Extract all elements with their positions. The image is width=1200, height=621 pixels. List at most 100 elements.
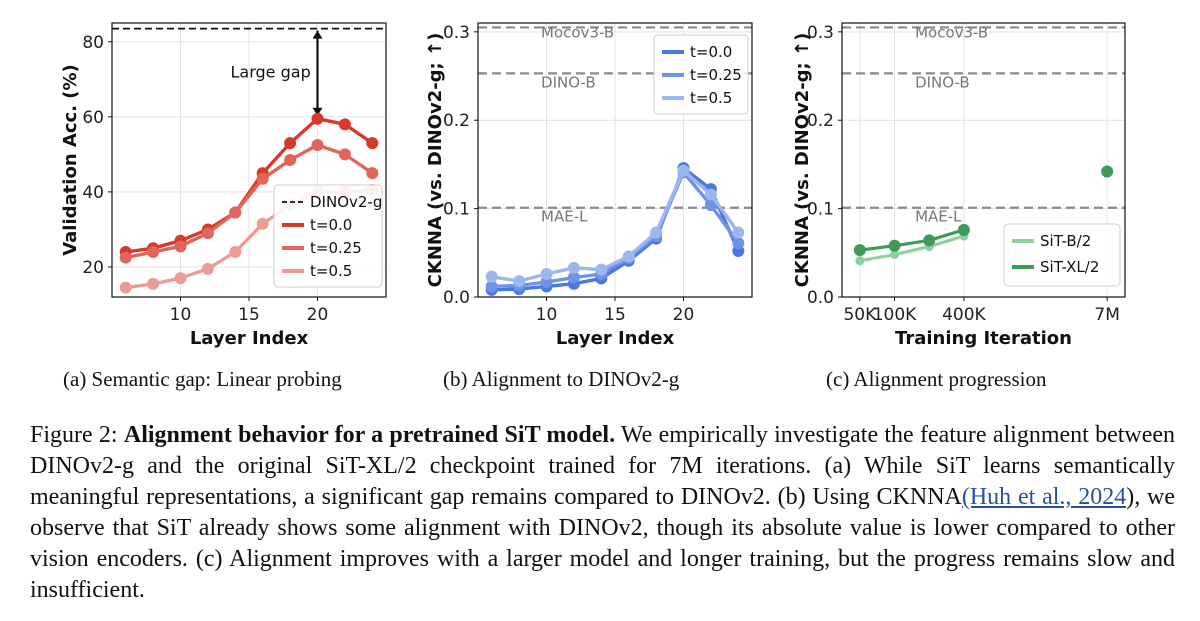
- data-point: [256, 217, 269, 230]
- reference-label: DINO-B: [541, 73, 596, 91]
- legend-label: t=0.25: [310, 239, 362, 257]
- data-point: [256, 172, 269, 185]
- series-line: [125, 143, 374, 260]
- data-point: [311, 138, 324, 151]
- x-tick-label: 20: [307, 305, 329, 325]
- legend-label: SiT-B/2: [1040, 232, 1091, 250]
- data-point: [147, 245, 160, 258]
- series-line: [859, 228, 965, 252]
- x-tick-label: 50K: [843, 305, 877, 325]
- series-line: [491, 166, 740, 292]
- reference-label: DINO-B: [915, 73, 970, 91]
- y-tick-label: 0.3: [443, 23, 470, 43]
- x-axis-label: Training Iteration: [895, 328, 1072, 349]
- reference-label: MAE-L: [915, 208, 962, 226]
- legend-label: t=0.0: [690, 43, 732, 61]
- y-axis-label: Validation Acc. (%): [60, 64, 81, 256]
- data-point: [147, 277, 160, 290]
- data-point: [888, 239, 901, 252]
- y-tick-label: 0.1: [807, 200, 834, 220]
- data-point: [485, 280, 498, 293]
- caption-text-1: We empirically investigate the feature a…: [30, 422, 1176, 510]
- reference-label: Mocov3-B: [915, 23, 988, 41]
- data-point: [732, 237, 745, 250]
- data-point: [229, 206, 242, 219]
- subcaption-a: (a) Semantic gap: Linear probing: [63, 367, 342, 391]
- data-point: [677, 164, 690, 177]
- data-point: [622, 250, 635, 263]
- data-point: [567, 261, 580, 274]
- series-line: [491, 170, 740, 289]
- data-point: [284, 154, 297, 166]
- chart-b: Mocov3-B DINO-B MAE-L 0.0 0.1 0.2 0.3 10 15 20 Lay…: [425, 22, 753, 349]
- citation-link[interactable]: (Huh et al., 2024: [961, 484, 1127, 510]
- data-point: [650, 226, 663, 239]
- y-tick-label: 0.2: [443, 111, 470, 131]
- chart-a: Large gap 20 40 60 80 10 15 20 Layer Index Valida…: [60, 22, 387, 349]
- subcaption-c: (c) Alignment progression: [826, 367, 1047, 391]
- data-point: [567, 271, 580, 284]
- series-line: [125, 116, 374, 254]
- legend-box: [653, 34, 749, 115]
- data-point: [485, 270, 498, 283]
- data-point: [704, 199, 717, 212]
- data-point: [201, 227, 214, 240]
- y-axis-label: CKNNA (vs. DINOv2-g; ↑): [792, 33, 813, 288]
- legend-label: SiT-XL/2: [1040, 258, 1099, 276]
- legend-label: t=0.0: [310, 216, 352, 234]
- reference-label: Mocov3-B: [541, 23, 614, 41]
- legend-label: t=0.5: [310, 262, 352, 280]
- data-point: [119, 251, 132, 264]
- data-point: [229, 245, 242, 258]
- caption-text-2: ), we observe that SiT already shows som…: [30, 484, 1175, 603]
- x-tick-label: 100K: [873, 305, 917, 325]
- y-tick-label: 0.1: [443, 200, 470, 220]
- legend-label: t=0.5: [690, 89, 732, 107]
- plot-frame: [841, 22, 1126, 298]
- x-tick-label: 15: [238, 305, 260, 325]
- gap-arrow-head-top: [312, 30, 323, 39]
- data-point: [732, 226, 745, 239]
- data-point: [338, 118, 351, 131]
- gap-annotation: Large gap: [231, 62, 311, 81]
- legend-label: DINOv2-g: [310, 193, 382, 211]
- y-tick-label: 60: [82, 108, 104, 128]
- data-point: [366, 137, 379, 150]
- y-tick-label: 20: [82, 258, 104, 278]
- caption-label: Figure 2:: [30, 422, 118, 448]
- x-tick-label: 10: [170, 305, 192, 325]
- data-point: [338, 148, 351, 161]
- series-line: [491, 168, 740, 283]
- subcaption-b: (b) Alignment to DINOv2-g: [443, 367, 680, 391]
- legend-label: t=0.25: [690, 66, 742, 84]
- gap-arrow-head-bottom: [312, 107, 323, 116]
- x-tick-label: 400K: [942, 305, 986, 325]
- data-point: [890, 250, 900, 260]
- data-point: [174, 240, 187, 253]
- data-point: [540, 268, 553, 281]
- data-point: [704, 188, 717, 201]
- x-tick-label: 20: [673, 305, 695, 325]
- data-point: [957, 223, 970, 236]
- reference-label: MAE-L: [541, 208, 588, 226]
- data-point: [853, 244, 866, 257]
- y-axis-label: CKNNA (vs. DINOv2-g; ↑): [425, 33, 446, 288]
- data-point: [284, 137, 297, 150]
- data-point: [595, 263, 608, 276]
- x-tick-label: 15: [604, 305, 626, 325]
- caption-title: Alignment behavior for a pretrained SiT …: [123, 422, 616, 448]
- y-tick-label: 0.2: [807, 111, 834, 131]
- data-point: [855, 256, 865, 266]
- x-axis-label: Layer Index: [190, 328, 309, 349]
- figure-caption: Figure 2: Alignment behavior for a pretr…: [30, 420, 1175, 606]
- y-tick-label: 0.3: [807, 23, 834, 43]
- data-point: [513, 275, 526, 288]
- data-point: [119, 281, 132, 294]
- data-point: [366, 167, 379, 180]
- series-line: [859, 234, 965, 263]
- y-tick-label: 40: [82, 183, 104, 203]
- x-tick-label: 7M: [1094, 305, 1119, 325]
- data-point: [1101, 165, 1114, 178]
